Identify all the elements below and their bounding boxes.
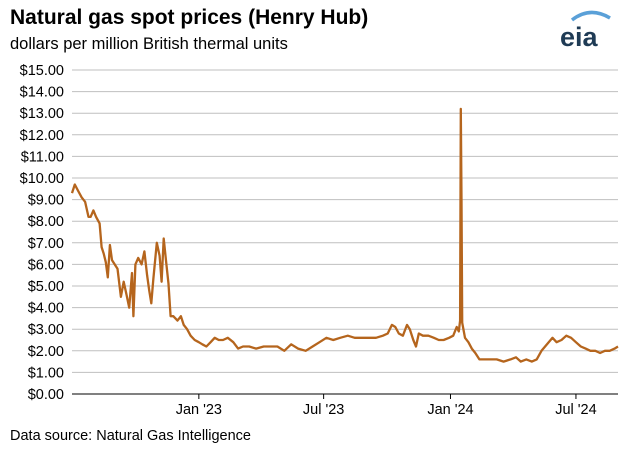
gridlines (72, 69, 618, 373)
x-tick-label: Jan '24 (427, 402, 473, 418)
y-tick-label: $8.00 (28, 214, 64, 230)
chart-title: Natural gas spot prices (Henry Hub) (10, 6, 369, 29)
y-tick-label: $2.00 (28, 344, 64, 360)
y-tick-label: $7.00 (28, 236, 64, 252)
data-source-note: Data source: Natural Gas Intelligence (10, 428, 251, 444)
y-tick-label: $14.00 (20, 85, 64, 101)
y-tick-label: $3.00 (28, 322, 64, 338)
price-series-line (70, 107, 619, 363)
eia-logo-arc (570, 10, 611, 22)
y-axis-ticks: $0.00 $1.00 $2.00 $3.00 $4.00 $5.00 $6.00 $7.00… (20, 63, 64, 403)
y-tick-label: $1.00 (28, 365, 64, 381)
x-axis-ticks: Jan '23 Jul '23 Jan '24 Jul '24 (176, 394, 597, 418)
y-tick-label: $10.00 (20, 171, 64, 187)
y-tick-label: $5.00 (28, 279, 64, 295)
y-tick-label: $13.00 (20, 106, 64, 122)
y-tick-label: $11.00 (21, 149, 64, 165)
y-tick-label: $6.00 (28, 257, 64, 273)
eia-logo-text: eia (560, 22, 599, 50)
chart-subtitle: dollars per million British thermal unit… (10, 35, 288, 53)
eia-logo: eia (560, 10, 611, 50)
x-tick-label: Jan '23 (176, 402, 222, 418)
x-tick-label: Jul '24 (555, 402, 596, 418)
y-tick-label: $12.00 (20, 128, 64, 144)
x-tick-label: Jul '23 (303, 402, 344, 418)
y-tick-label: $4.00 (28, 301, 64, 317)
y-tick-label: $15.00 (20, 63, 64, 79)
y-tick-label: $9.00 (28, 193, 64, 209)
y-tick-label: $0.00 (28, 387, 64, 403)
